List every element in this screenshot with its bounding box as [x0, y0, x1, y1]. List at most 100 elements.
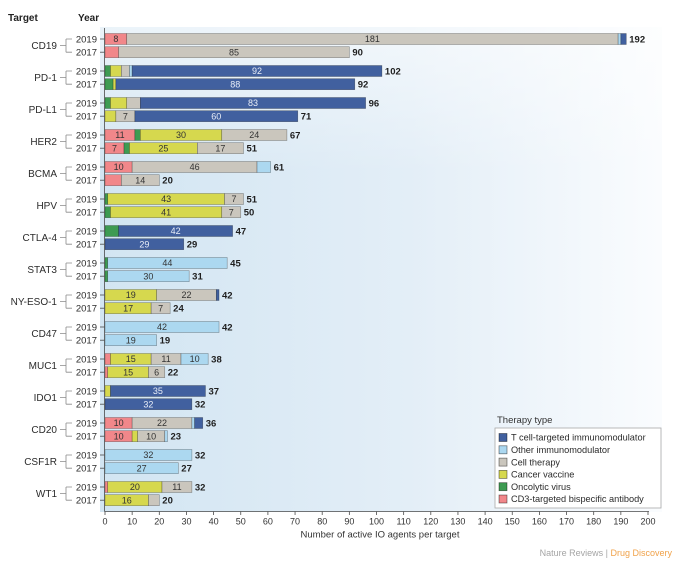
- year-label: 2019: [76, 322, 97, 333]
- target-group-her2: [104, 129, 288, 154]
- segment-value-label: 32: [143, 450, 153, 460]
- bar-segment-cd3-targeted-bispecific-antibody: [104, 481, 109, 493]
- segment-value-label: 8: [113, 34, 118, 44]
- bar-total-label: 36: [206, 418, 217, 429]
- year-label: 2019: [76, 450, 97, 461]
- target-label: HPV: [36, 201, 57, 212]
- segment-value-label: 83: [248, 98, 258, 108]
- bar-segment-oncolytic-virus: [104, 257, 109, 269]
- legend-item-oncolytic-virus: Oncolytic virus: [498, 482, 571, 492]
- bar-segment-cancer-vaccine: [104, 110, 117, 122]
- bar-total-label: 31: [192, 272, 203, 283]
- bar-wt1-2017: [104, 494, 160, 507]
- bar-total-label: 23: [170, 432, 181, 443]
- segment-value-label: 35: [153, 386, 163, 396]
- segment-value-label: 10: [114, 418, 124, 428]
- target-group-muc1: [104, 353, 209, 379]
- bar-segment-cell-therapy: [224, 193, 244, 205]
- year-label: 2017: [76, 208, 97, 219]
- segment-value-label: 7: [229, 207, 234, 217]
- bar-bcma-2019: [104, 161, 271, 173]
- year-label: 2017: [76, 112, 97, 123]
- target-label: PD-1: [34, 73, 57, 84]
- bar-segment-cancer-vaccine: [110, 97, 128, 109]
- bar-segment-cd3-targeted-bispecific-antibody: [104, 174, 122, 186]
- year-label: 2017: [76, 432, 97, 443]
- segment-value-label: 60: [211, 111, 221, 121]
- journal-credit: Nature Reviews | Drug Discovery: [540, 548, 672, 558]
- bar-total-label: 90: [352, 48, 363, 59]
- bar-segment-cell-therapy: [161, 481, 193, 493]
- bar-stat3-2019: [104, 257, 228, 269]
- bar-segment-oncolytic-virus: [104, 225, 119, 237]
- segment-value-label: 10: [146, 431, 156, 441]
- bar-pd-1-2017: [104, 78, 356, 90]
- bar-segment-cell-therapy: [148, 494, 160, 507]
- bar-total-label: 24: [173, 304, 184, 315]
- segment-value-label: 43: [161, 194, 171, 204]
- bar-segment-oncolytic-virus: [104, 193, 109, 205]
- x-tick-label: 170: [559, 517, 574, 527]
- bar-stat3-2017: [104, 270, 190, 283]
- target-label: WT1: [36, 489, 58, 500]
- segment-value-label: 7: [158, 303, 163, 313]
- bar-segment-other-immunomodulator: [617, 33, 622, 45]
- bar-pd-1-2019: [104, 65, 383, 77]
- segment-value-label: 10: [114, 162, 124, 172]
- segment-value-label: 19: [126, 335, 136, 345]
- bar-csf1r-2017: [104, 462, 179, 475]
- bar-total-label: 20: [162, 176, 173, 187]
- bar-total-label: 38: [211, 354, 222, 365]
- segment-value-label: 6: [154, 367, 159, 377]
- year-label: 2019: [76, 162, 97, 173]
- x-tick-label: 60: [263, 517, 273, 527]
- target-bracket: [60, 166, 72, 181]
- target-label: CD47: [31, 329, 57, 340]
- credit-separator: |: [605, 548, 608, 558]
- segment-value-label: 20: [130, 482, 140, 492]
- bar-segment-other-immunomodulator: [256, 161, 271, 173]
- journal-section: Drug Discovery: [610, 548, 672, 558]
- target-label: NY-ESO-1: [11, 297, 58, 308]
- target-group-bcma: [104, 161, 271, 186]
- bar-segment-cell-therapy: [148, 366, 166, 379]
- bar-segment-t-cell-targeted-immunomodulator: [115, 78, 356, 90]
- segment-value-label: 32: [143, 399, 153, 409]
- year-label: 2019: [76, 98, 97, 109]
- x-tick-label: 110: [396, 517, 410, 527]
- bar-segment-cell-therapy: [150, 302, 171, 315]
- segment-value-label: 85: [229, 47, 239, 57]
- bar-segment-cancer-vaccine: [107, 193, 225, 205]
- target-label: BCMA: [28, 169, 57, 180]
- year-label: 2019: [76, 66, 97, 77]
- year-label: 2017: [76, 240, 97, 251]
- target-label: IDO1: [34, 393, 58, 404]
- bar-segment-cd3-targeted-bispecific-antibody: [104, 353, 111, 365]
- bar-segment-cell-therapy: [131, 417, 193, 429]
- bar-cd47-2019: [104, 321, 220, 333]
- x-tick-label: 120: [423, 517, 438, 527]
- legend-item-t-cell-targeted-immunomodulator: T cell-targeted immunomodulator: [498, 433, 646, 443]
- bar-segment-cell-therapy: [120, 65, 130, 77]
- segment-value-label: 41: [161, 207, 171, 217]
- year-label: 2017: [76, 272, 97, 283]
- bar-segment-oncolytic-virus: [134, 129, 141, 141]
- bar-segment-t-cell-targeted-immunomodulator: [110, 385, 206, 397]
- legend-label: Other immunomodulator: [511, 445, 610, 455]
- bar-total-label: 71: [301, 112, 312, 123]
- bar-segment-other-immunomodulator: [180, 353, 209, 365]
- legend-swatch: [498, 445, 508, 455]
- year-label: 2019: [76, 290, 97, 301]
- segment-value-label: 42: [157, 322, 167, 332]
- bar-segment-t-cell-targeted-immunomodulator: [104, 238, 185, 250]
- segment-value-label: 88: [230, 79, 240, 89]
- header-target: Target: [8, 13, 38, 24]
- year-label: 2019: [76, 226, 97, 237]
- x-tick-label: 180: [586, 517, 601, 527]
- target-label: CD19: [31, 41, 57, 52]
- target-bracket: [60, 102, 72, 117]
- segment-value-label: 7: [112, 143, 117, 153]
- x-tick-label: 0: [102, 517, 107, 527]
